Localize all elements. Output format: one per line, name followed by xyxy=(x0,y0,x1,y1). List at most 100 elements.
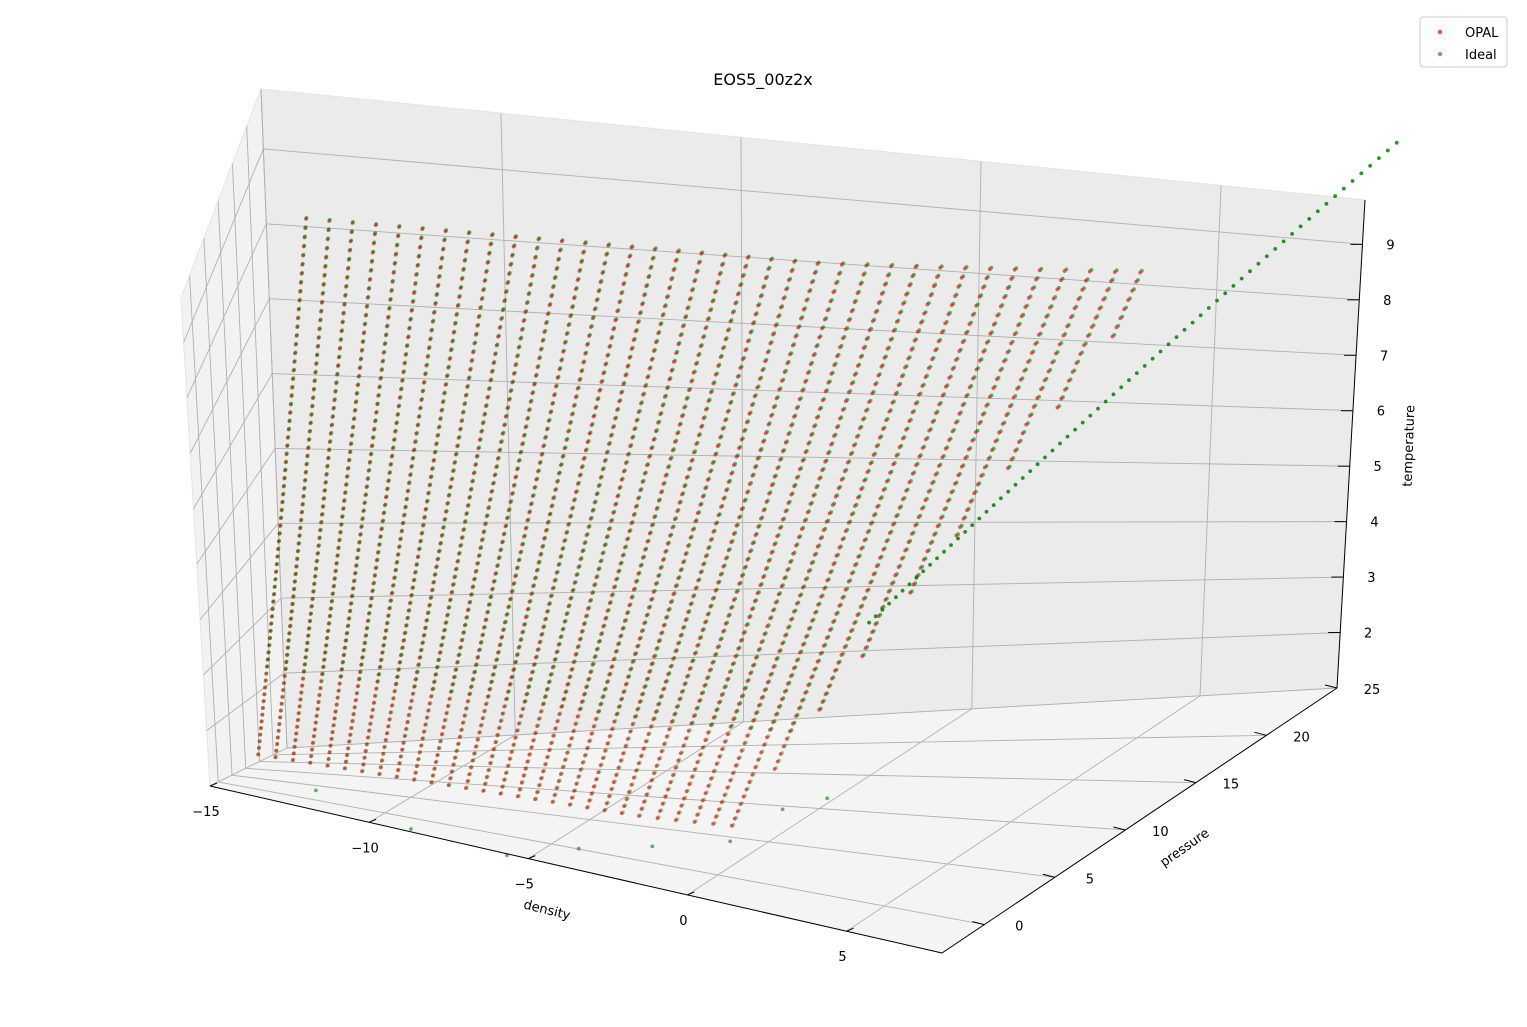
opal-point xyxy=(454,749,459,753)
ideal-point xyxy=(356,547,361,552)
ideal-point xyxy=(834,667,839,672)
ideal-point xyxy=(464,248,469,253)
z-axis-line xyxy=(1336,199,1366,689)
ideal-point xyxy=(719,636,724,641)
ideal-point xyxy=(494,571,499,575)
chart-title: EOS5_00z2x xyxy=(713,70,812,90)
ideal-point xyxy=(377,672,382,676)
ideal-point xyxy=(972,311,977,316)
opal-point xyxy=(636,761,641,766)
ideal-point xyxy=(672,772,677,777)
ideal-point xyxy=(362,508,366,513)
opal-point xyxy=(778,752,783,756)
ideal-point xyxy=(813,423,818,427)
opal-point xyxy=(684,789,689,794)
ideal-point xyxy=(494,351,498,356)
opal-point xyxy=(531,738,536,743)
ideal-point xyxy=(710,389,714,393)
ideal-point xyxy=(1017,385,1021,390)
ideal-point xyxy=(680,632,684,637)
ideal-point xyxy=(915,263,919,268)
ideal-point xyxy=(500,439,504,443)
ideal-point xyxy=(501,539,505,544)
y-axis-line xyxy=(941,687,1338,954)
ideal-point xyxy=(942,549,946,554)
ideal-point xyxy=(512,742,517,747)
ideal-point xyxy=(292,586,297,591)
ideal-point xyxy=(531,669,535,674)
ideal-point xyxy=(793,413,798,418)
ideal-point xyxy=(792,550,797,555)
opal-point xyxy=(354,691,359,696)
ideal-point xyxy=(478,437,483,441)
ideal-point xyxy=(586,745,591,750)
ideal-point xyxy=(732,661,736,665)
ideal-point xyxy=(832,501,837,506)
ideal-point xyxy=(697,510,701,514)
ideal-point xyxy=(760,749,765,754)
ideal-point xyxy=(706,675,711,679)
ideal-point xyxy=(796,657,801,662)
opal-point xyxy=(484,775,489,780)
ideal-point xyxy=(336,545,341,550)
ideal-point xyxy=(471,677,476,681)
ideal-point xyxy=(799,396,803,400)
ideal-point xyxy=(342,652,347,657)
opal-point xyxy=(535,724,539,728)
ideal-point xyxy=(553,577,558,582)
ideal-point xyxy=(1085,277,1090,281)
ideal-point xyxy=(659,808,664,812)
ideal-point xyxy=(346,265,351,270)
ideal-point xyxy=(751,771,756,776)
ideal-point xyxy=(842,335,847,339)
ideal-point xyxy=(641,301,645,305)
ideal-point xyxy=(839,415,844,420)
ideal-point xyxy=(514,573,519,578)
ideal-point xyxy=(752,717,757,722)
ideal-point xyxy=(304,216,309,220)
ideal-point xyxy=(710,722,715,727)
ideal-point xyxy=(726,784,731,789)
ideal-point xyxy=(596,646,600,651)
ideal-point xyxy=(970,523,975,528)
ideal-point xyxy=(876,443,881,447)
ideal-point xyxy=(615,772,620,777)
opal-point xyxy=(420,736,425,741)
ideal-point xyxy=(650,356,655,361)
ideal-point xyxy=(339,522,344,526)
opal-point xyxy=(589,731,594,736)
ideal-point xyxy=(628,602,633,607)
ideal-point xyxy=(842,594,846,599)
opal-point xyxy=(432,767,437,771)
ideal-point xyxy=(507,689,511,694)
ideal-point xyxy=(631,721,636,726)
ideal-point xyxy=(530,501,534,506)
ideal-point xyxy=(784,632,789,637)
ideal-point xyxy=(301,252,306,257)
ideal-point xyxy=(501,307,506,311)
ideal-point xyxy=(419,235,424,240)
ideal-point xyxy=(691,287,696,291)
ideal-point xyxy=(469,765,474,769)
ideal-point xyxy=(275,741,280,746)
ideal-point xyxy=(336,695,340,700)
ideal-point xyxy=(727,731,731,736)
opal-point xyxy=(681,744,686,748)
ideal-point xyxy=(968,446,973,450)
opal-point xyxy=(554,786,559,791)
opal-point xyxy=(424,715,429,720)
ideal-point xyxy=(942,392,947,396)
ideal-point xyxy=(655,339,660,343)
ideal-point xyxy=(592,413,597,418)
ideal-point xyxy=(318,527,323,532)
ideal-point xyxy=(394,567,398,572)
opal-point xyxy=(300,683,304,688)
ideal-point xyxy=(754,598,759,602)
ideal-point xyxy=(474,568,479,573)
ideal-point xyxy=(659,411,664,415)
ideal-point xyxy=(424,625,428,630)
ideal-point xyxy=(736,588,740,593)
ideal-point xyxy=(436,752,440,757)
opal-point xyxy=(634,768,639,773)
grid-line-x-back xyxy=(740,137,744,722)
